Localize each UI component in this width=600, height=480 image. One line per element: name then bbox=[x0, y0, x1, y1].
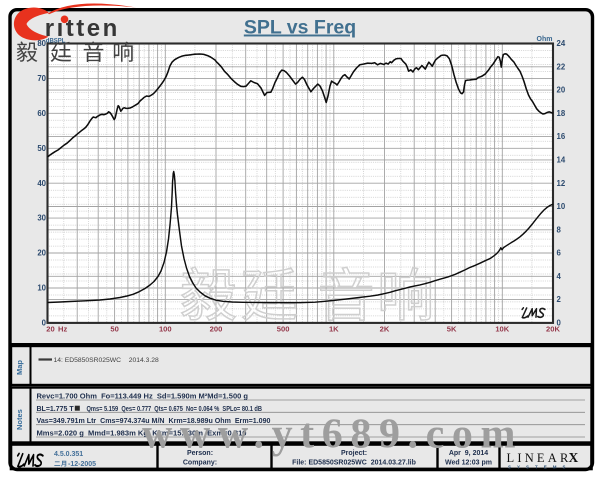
svg-text:20: 20 bbox=[46, 325, 54, 334]
svg-text:200: 200 bbox=[210, 325, 223, 334]
svg-text:30: 30 bbox=[37, 214, 46, 223]
svg-text:20K: 20K bbox=[546, 325, 560, 334]
svg-text:5K: 5K bbox=[447, 325, 457, 334]
svg-text:10: 10 bbox=[557, 202, 566, 211]
svg-text:22: 22 bbox=[557, 62, 566, 71]
svg-text:14: ED5850SR025WC: 14: ED5850SR025WC bbox=[54, 357, 122, 364]
svg-text:dBSPL: dBSPL bbox=[46, 39, 66, 45]
svg-text:Apr 9, 2014: Apr 9, 2014 bbox=[449, 450, 488, 457]
svg-text:Vas=349.791m Ltr Cms=974.374u: Vas=349.791m Ltr Cms=974.374u M/N Krm=18… bbox=[37, 418, 271, 425]
svg-text:50: 50 bbox=[110, 325, 118, 334]
svg-text:Qms= 5.159 Qes= 0.777 Qts= 0: Qms= 5.159 Qes= 0.777 Qts= 0.675 No= 0.0… bbox=[87, 406, 263, 413]
svg-text:16: 16 bbox=[557, 132, 566, 141]
svg-text:SYSTEMS: SYSTEMS bbox=[508, 464, 572, 469]
svg-text:60: 60 bbox=[37, 109, 46, 118]
svg-text:1K: 1K bbox=[329, 325, 339, 334]
svg-text:Company:: Company: bbox=[183, 460, 217, 467]
svg-text:100: 100 bbox=[159, 325, 172, 334]
svg-text:Ohm: Ohm bbox=[537, 36, 553, 43]
svg-text:Mms=2.020 g Mmd=1.983m Kg Kx: Mms=2.020 g Mmd=1.983m Kg Kxm=15.930m Ex… bbox=[37, 431, 247, 438]
svg-text:10K: 10K bbox=[495, 325, 509, 334]
svg-text:6: 6 bbox=[557, 249, 562, 258]
svg-text:20: 20 bbox=[37, 249, 46, 258]
svg-text:LINEAR: LINEAR bbox=[507, 451, 572, 465]
svg-text:70: 70 bbox=[37, 74, 46, 83]
svg-text:Revc=1.700 Ohm Fo=113.449 Hz: Revc=1.700 Ohm Fo=113.449 Hz Sd=1.590m M… bbox=[37, 394, 249, 401]
svg-text:BL=1.775 T: BL=1.775 T bbox=[37, 406, 75, 413]
svg-text:-12-2005: -12-2005 bbox=[68, 461, 96, 468]
svg-text:2014.3.28: 2014.3.28 bbox=[129, 357, 159, 364]
svg-text:2K: 2K bbox=[380, 325, 390, 334]
svg-text:24: 24 bbox=[557, 39, 566, 48]
svg-text:500: 500 bbox=[277, 325, 290, 334]
svg-text:0: 0 bbox=[557, 319, 562, 328]
svg-text:X: X bbox=[569, 450, 579, 465]
svg-text:www.yt689.com: www.yt689.com bbox=[142, 412, 523, 458]
svg-text:Wed 12:03 pm: Wed 12:03 pm bbox=[445, 460, 492, 467]
svg-text:Project:: Project: bbox=[341, 450, 367, 457]
svg-text:40: 40 bbox=[37, 179, 46, 188]
svg-text:Notes: Notes bbox=[15, 409, 24, 430]
svg-text:18: 18 bbox=[557, 109, 566, 118]
svg-text:0: 0 bbox=[42, 319, 47, 328]
svg-text:20: 20 bbox=[557, 86, 566, 95]
svg-text:4: 4 bbox=[557, 272, 562, 281]
svg-text:50: 50 bbox=[37, 144, 46, 153]
svg-text:2: 2 bbox=[557, 295, 562, 304]
svg-text:Map: Map bbox=[15, 360, 24, 375]
svg-text:80: 80 bbox=[37, 39, 46, 48]
svg-text:14: 14 bbox=[557, 156, 566, 165]
svg-text:Person:: Person: bbox=[187, 450, 213, 457]
svg-text:SPL vs Freq: SPL vs Freq bbox=[244, 17, 356, 39]
svg-text:4.5.0.351: 4.5.0.351 bbox=[54, 451, 83, 458]
svg-text:8: 8 bbox=[557, 225, 562, 234]
svg-text:Hz: Hz bbox=[58, 325, 67, 334]
svg-text:12: 12 bbox=[557, 179, 566, 188]
svg-text:10: 10 bbox=[37, 284, 46, 293]
svg-text:File: ED5850SR025WC 2014.03.2: File: ED5850SR025WC 2014.03.27.lib bbox=[292, 460, 416, 467]
svg-text:rıtten: rıtten bbox=[45, 15, 120, 42]
